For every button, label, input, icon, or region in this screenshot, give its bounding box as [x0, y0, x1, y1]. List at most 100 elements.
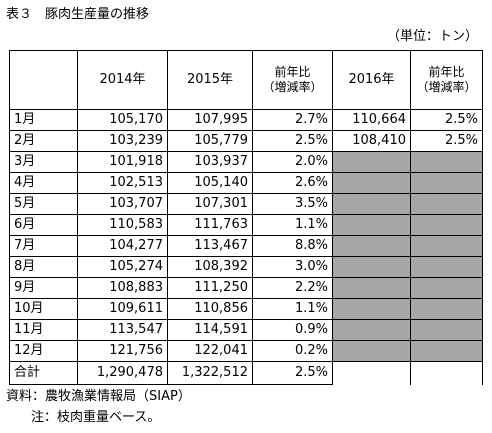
table-row: 2月 103,239 105,779 2.5% 108,410 2.5%: [9, 130, 483, 152]
row-yoy-value: 3.0%: [252, 256, 333, 278]
row-month: 8月: [9, 256, 78, 278]
table-row: 5月 103,707 107,301 3.5%: [9, 193, 483, 215]
row-2016-unavailable: [332, 235, 411, 257]
table-row: 7月 104,277 113,467 8.8%: [9, 235, 483, 257]
row-yoy-2016-unavailable: [410, 256, 483, 278]
row-2015-value: 111,763: [167, 214, 253, 236]
row-yoy-2016-unavailable: [410, 214, 483, 236]
row-yoy-2016-value: 2.5%: [410, 130, 483, 152]
row-month: 12月: [9, 340, 78, 362]
header-row: 2014年 2015年 前年比 （増減率） 2016年 前年比 （増減率）: [9, 50, 483, 110]
source-note: 資料：農牧漁業情報局（SIAP）: [6, 389, 191, 404]
total-2015: 1,322,512: [167, 361, 253, 385]
row-2014-value: 105,170: [77, 109, 168, 131]
row-month: 7月: [9, 235, 78, 257]
header-yoy-2016-line2: （増減率）: [416, 80, 477, 94]
header-yoy-2016: 前年比 （増減率）: [410, 50, 483, 110]
table-title: 表３ 豚肉生産量の推移: [6, 7, 150, 22]
row-yoy-2016-unavailable: [410, 235, 483, 257]
row-2015-value: 114,591: [167, 319, 253, 341]
row-2016-unavailable: [332, 193, 411, 215]
row-yoy-2016-unavailable: [410, 298, 483, 320]
row-2014-value: 103,239: [77, 130, 168, 152]
table-row: 12月 121,756 122,041 0.2%: [9, 340, 483, 362]
header-yoy-line2: （増減率）: [262, 80, 323, 94]
row-2015-value: 105,140: [167, 172, 253, 194]
row-2015-value: 107,995: [167, 109, 253, 131]
row-yoy-value: 0.9%: [252, 319, 333, 341]
row-2016-unavailable: [332, 151, 411, 173]
row-2016-unavailable: [332, 277, 411, 299]
row-yoy-2016-unavailable: [410, 277, 483, 299]
row-2015-value: 110,856: [167, 298, 253, 320]
header-yoy-line1: 前年比: [274, 65, 311, 79]
row-month: 2月: [9, 130, 78, 152]
row-yoy-value: 8.8%: [252, 235, 333, 257]
total-gap-2016: [332, 361, 411, 385]
table-row: 10月 109,611 110,856 1.1%: [9, 298, 483, 320]
row-yoy-value: 1.1%: [252, 214, 333, 236]
row-2014-value: 104,277: [77, 235, 168, 257]
row-yoy-2016-unavailable: [410, 319, 483, 341]
row-yoy-value: 2.7%: [252, 109, 333, 131]
table-row: 8月 105,274 108,392 3.0%: [9, 256, 483, 278]
row-2014-value: 103,707: [77, 193, 168, 215]
row-yoy-2016-unavailable: [410, 193, 483, 215]
table-row: 11月 113,547 114,591 0.9%: [9, 319, 483, 341]
row-2016-unavailable: [332, 319, 411, 341]
row-2016-value: 108,410: [332, 130, 411, 152]
total-row: 合計 1,290,478 1,322,512 2.5%: [9, 361, 483, 385]
row-2014-value: 101,918: [77, 151, 168, 173]
row-month: 4月: [9, 172, 78, 194]
row-yoy-2016-value: 2.5%: [410, 109, 483, 131]
row-2014-value: 105,274: [77, 256, 168, 278]
row-month: 1月: [9, 109, 78, 131]
total-yoy: 2.5%: [252, 361, 333, 385]
row-2016-unavailable: [332, 214, 411, 236]
row-month: 9月: [9, 277, 78, 299]
header-2016: 2016年: [332, 50, 411, 110]
row-2014-value: 108,883: [77, 277, 168, 299]
header-yoy: 前年比 （増減率）: [252, 50, 333, 110]
table-row: 9月 108,883 111,250 2.2%: [9, 277, 483, 299]
row-yoy-value: 2.6%: [252, 172, 333, 194]
header-2014: 2014年: [77, 50, 168, 110]
row-yoy-value: 1.1%: [252, 298, 333, 320]
row-2015-value: 105,779: [167, 130, 253, 152]
row-yoy-2016-unavailable: [410, 172, 483, 194]
row-month: 11月: [9, 319, 78, 341]
row-2016-unavailable: [332, 256, 411, 278]
row-2014-value: 109,611: [77, 298, 168, 320]
row-2016-unavailable: [332, 298, 411, 320]
row-2016-unavailable: [332, 172, 411, 194]
row-2015-value: 103,937: [167, 151, 253, 173]
header-2015: 2015年: [167, 50, 253, 110]
table-row: 1月 105,170 107,995 2.7% 110,664 2.5%: [9, 109, 483, 131]
header-yoy-2016-line1: 前年比: [428, 65, 465, 79]
row-2015-value: 108,392: [167, 256, 253, 278]
table-row: 4月 102,513 105,140 2.6%: [9, 172, 483, 194]
row-2015-value: 107,301: [167, 193, 253, 215]
table-body: 1月 105,170 107,995 2.7% 110,664 2.5% 2月 103,239…: [9, 109, 483, 362]
row-yoy-value: 3.5%: [252, 193, 333, 215]
table-row: 6月 110,583 111,763 1.1%: [9, 214, 483, 236]
row-yoy-2016-unavailable: [410, 151, 483, 173]
row-2014-value: 121,756: [77, 340, 168, 362]
row-2014-value: 113,547: [77, 319, 168, 341]
row-2016-value: 110,664: [332, 109, 411, 131]
row-month: 6月: [9, 214, 78, 236]
header-month: [9, 50, 78, 110]
total-label: 合計: [9, 361, 78, 385]
footnote: 注：枝肉重量ベース。: [31, 410, 161, 425]
total-gap-yoy-2016: [410, 361, 483, 385]
row-2015-value: 111,250: [167, 277, 253, 299]
row-2014-value: 102,513: [77, 172, 168, 194]
pork-production-table: 2014年 2015年 前年比 （増減率） 2016年 前年比 （増減率） 1月…: [9, 50, 483, 385]
row-yoy-value: 2.0%: [252, 151, 333, 173]
total-2014: 1,290,478: [77, 361, 168, 385]
table-row: 3月 101,918 103,937 2.0%: [9, 151, 483, 173]
row-yoy-value: 0.2%: [252, 340, 333, 362]
row-yoy-value: 2.2%: [252, 277, 333, 299]
row-2014-value: 110,583: [77, 214, 168, 236]
unit-label: （単位：トン）: [386, 29, 478, 44]
